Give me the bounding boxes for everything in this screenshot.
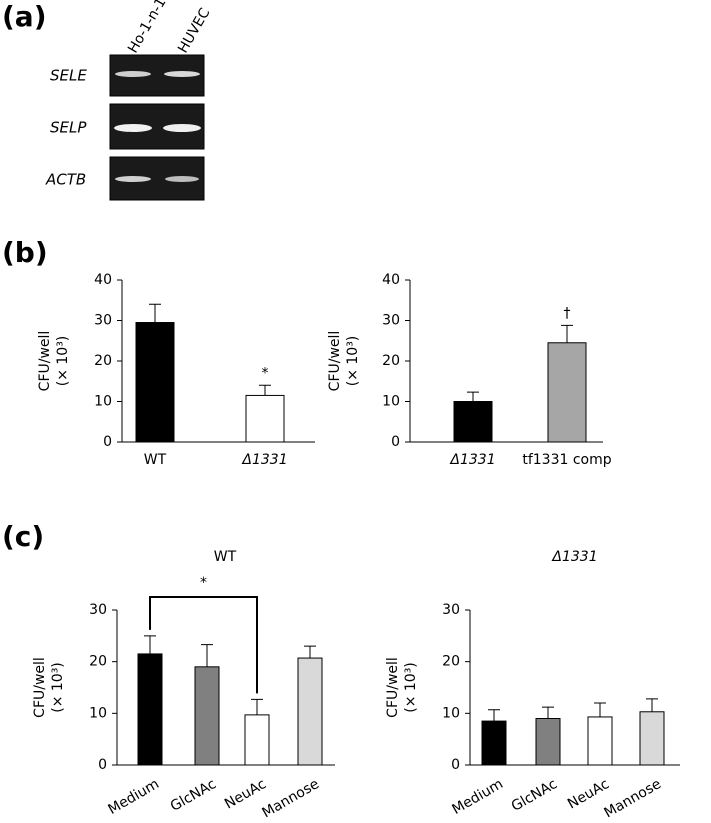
y-axis-unit: (× 10³) [345,336,361,387]
error-bar [304,645,316,659]
y-tick-label: 0 [451,757,460,773]
bar [535,718,561,766]
bar [639,711,665,766]
error-bar [594,702,606,717]
y-axis-unit: (× 10³) [403,662,419,713]
x-tick-label: tf1331 comp [522,452,611,468]
y-tick-label: 10 [442,705,460,721]
y-tick-label: 10 [382,394,400,410]
bar [135,322,175,443]
x-tick-label: Mannose [602,776,664,821]
chart-title: WT [214,549,237,565]
error-bar [467,391,479,402]
x-tick-label: Δ1331 [241,452,287,468]
y-tick-label: 40 [382,272,400,288]
gel-band [163,124,201,132]
bar [297,657,323,766]
gel-band [164,71,200,77]
gene-label: ACTB [45,171,86,189]
x-tick-label: Medium [450,776,506,818]
y-tick-label: 40 [94,272,112,288]
y-tick-label: 0 [98,757,107,773]
x-tick-label: Mannose [260,776,322,821]
y-axis-unit: (× 10³) [55,336,71,387]
y-tick-label: 0 [103,434,112,450]
x-tick-label: GlcNAc [168,776,219,815]
gene-label: SELP [50,119,87,137]
bar [245,394,285,443]
significance-mark: * [200,575,207,591]
gel-band [115,176,151,182]
y-tick-label: 30 [89,602,107,618]
lane-label: Ho-1-n-1 [125,0,169,56]
y-axis-label: CFU/well [37,331,53,392]
bar [547,342,587,443]
bar [194,666,220,766]
error-bar [488,709,500,722]
x-tick-label: WT [144,452,167,468]
y-tick-label: 30 [382,313,400,329]
bar [244,714,270,766]
y-axis-label: CFU/well [385,657,401,718]
panel-label: (b) [2,236,48,269]
error-bar [542,706,554,719]
significance-mark: * [262,365,269,381]
y-axis-label: CFU/well [327,331,343,392]
x-tick-label: Δ1331 [449,452,495,468]
y-tick-label: 30 [442,602,460,618]
y-tick-label: 10 [94,394,112,410]
error-bar [561,324,573,343]
y-axis-unit: (× 10³) [50,662,66,713]
significance-mark: † [564,305,571,321]
bar [137,653,163,766]
error-bar [259,384,271,396]
bar [587,716,613,766]
y-axis-label: CFU/well [32,657,48,718]
lane-label: HUVEC [175,5,213,56]
y-tick-label: 0 [391,434,400,450]
error-bar [149,303,161,323]
gel-image: SELE SELP ACTB Ho-1-n-1 HUVEC [45,0,214,201]
chart-title: Δ1331 [551,549,597,565]
gel-band [115,71,151,77]
y-tick-label: 10 [89,705,107,721]
significance-bracket [149,596,258,694]
error-bar [201,644,213,667]
bar [481,720,507,766]
y-tick-label: 20 [94,353,112,369]
x-tick-label: Medium [106,776,162,818]
panel-label: (a) [2,0,47,33]
error-bar [251,698,263,715]
error-bar [646,698,658,712]
panel-label: (c) [2,520,44,553]
gel-band [114,124,152,132]
x-tick-label: GlcNAc [509,776,560,815]
y-tick-label: 20 [382,353,400,369]
gel-band [165,176,199,182]
gene-label: SELE [50,67,87,85]
y-tick-label: 30 [94,313,112,329]
bar [453,401,493,443]
y-tick-label: 20 [442,654,460,670]
y-tick-label: 20 [89,654,107,670]
error-bar [144,635,156,654]
